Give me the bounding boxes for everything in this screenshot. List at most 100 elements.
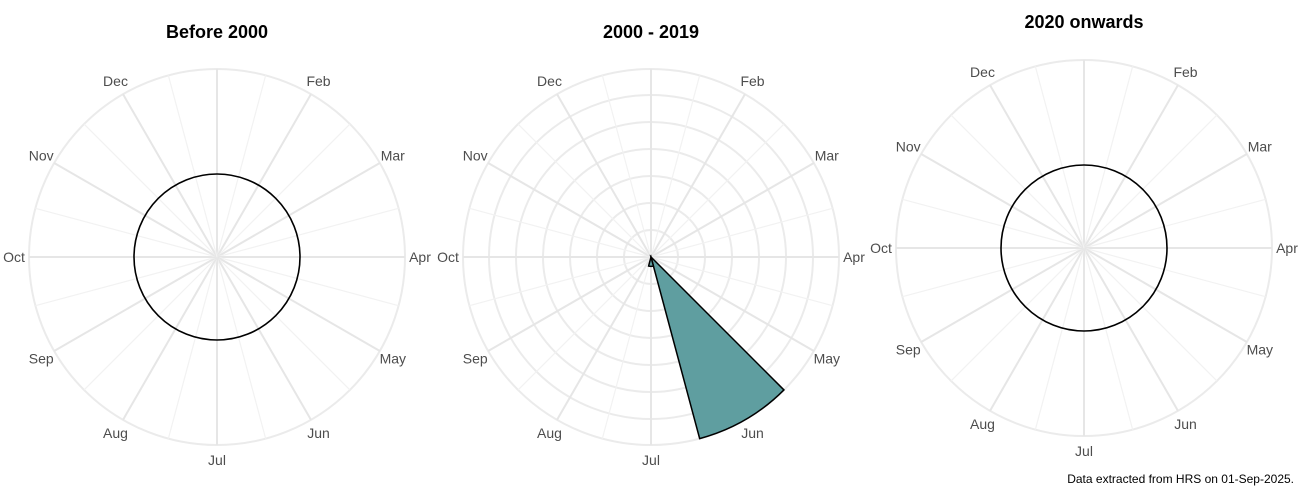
major-spoke (53, 162, 218, 258)
minor-spoke (167, 256, 218, 439)
major-spoke (53, 256, 218, 352)
minor-spoke (469, 207, 652, 258)
minor-spoke (1083, 114, 1218, 249)
month-label-jun: Jun (741, 425, 764, 441)
minor-spoke (216, 256, 351, 391)
major-spoke (920, 247, 1085, 343)
minor-spoke (1083, 66, 1134, 249)
month-label-dec: Dec (970, 64, 995, 80)
major-spoke (216, 256, 381, 352)
major-spoke (650, 162, 815, 258)
minor-spoke (517, 256, 652, 391)
major-spoke (989, 84, 1085, 249)
bar-jun (649, 254, 785, 440)
minor-spoke (216, 256, 399, 307)
month-label-sep: Sep (29, 351, 54, 367)
month-label-mar: Mar (815, 148, 839, 164)
major-spoke (650, 93, 746, 258)
month-label-jul: Jul (208, 452, 226, 468)
month-label-aug: Aug (970, 416, 995, 432)
major-spoke (216, 162, 381, 258)
reference-circle (1000, 164, 1168, 332)
polar-chart-1: Feb Mar Apr May Jun Jul Aug Sep Oct Nov Dec Before … (3, 22, 431, 468)
month-label-may: May (1247, 342, 1273, 358)
month-label-feb: Feb (740, 73, 764, 89)
minor-spoke (1083, 198, 1266, 249)
month-label-dec: Dec (103, 73, 128, 89)
minor-spoke (517, 123, 652, 258)
reference-circle (133, 173, 301, 341)
minor-spoke (35, 256, 218, 307)
month-label-mar: Mar (381, 148, 405, 164)
major-spoke (556, 256, 652, 421)
polar-chart-2: Feb Mar Apr May Jun Jul Aug Sep Oct Nov Dec 2000 - … (437, 22, 865, 468)
minor-spoke (469, 256, 652, 307)
major-spoke (1083, 247, 1248, 343)
month-label-aug: Aug (537, 425, 562, 441)
minor-spoke (83, 123, 218, 258)
month-label-aug: Aug (103, 425, 128, 441)
minor-spoke (167, 75, 218, 258)
month-label-jun: Jun (1174, 416, 1197, 432)
minor-spoke (601, 75, 652, 258)
major-spoke (1083, 247, 1179, 412)
major-spoke (216, 256, 312, 421)
minor-spoke (1034, 66, 1085, 249)
major-spoke (920, 153, 1085, 249)
month-label-jul: Jul (642, 452, 660, 468)
major-spoke (1083, 84, 1179, 249)
minor-spoke (650, 256, 833, 307)
chart-title: Before 2000 (166, 22, 268, 42)
polar-chart-3: Feb Mar Apr May Jun Jul Aug Sep Oct Nov Dec 2020 on… (870, 12, 1298, 459)
major-spoke (122, 256, 218, 421)
major-spoke (1083, 153, 1248, 249)
minor-spoke (1083, 247, 1266, 298)
minor-spoke (216, 207, 399, 258)
major-spoke (122, 93, 218, 258)
month-label-apr: Apr (843, 249, 865, 265)
minor-spoke (650, 123, 785, 258)
month-label-may: May (380, 351, 406, 367)
minor-spoke (1034, 247, 1085, 430)
minor-spoke (902, 247, 1085, 298)
month-label-feb: Feb (306, 73, 330, 89)
bar-jul (647, 254, 655, 268)
major-spoke (487, 162, 652, 258)
minor-spoke (216, 256, 267, 439)
minor-spoke (216, 75, 267, 258)
minor-spoke (950, 114, 1085, 249)
minor-spoke (35, 207, 218, 258)
month-label-oct: Oct (437, 249, 459, 265)
major-spoke (487, 256, 652, 352)
minor-spoke (1083, 247, 1134, 430)
month-label-oct: Oct (870, 240, 892, 256)
month-label-jul: Jul (1075, 443, 1093, 459)
major-spoke (650, 256, 815, 352)
month-label-jun: Jun (307, 425, 330, 441)
minor-spoke (601, 256, 652, 439)
major-spoke (216, 93, 312, 258)
major-spoke (989, 247, 1085, 412)
minor-spoke (650, 207, 833, 258)
minor-spoke (950, 247, 1085, 382)
month-label-sep: Sep (463, 351, 488, 367)
data-source-caption: Data extracted from HRS on 01-Sep-2025. (1067, 472, 1294, 486)
month-label-nov: Nov (896, 139, 921, 155)
minor-spoke (902, 198, 1085, 249)
month-label-dec: Dec (537, 73, 562, 89)
chart-title: 2020 onwards (1024, 12, 1143, 32)
minor-spoke (83, 256, 218, 391)
month-label-nov: Nov (463, 148, 488, 164)
month-label-feb: Feb (1173, 64, 1197, 80)
chart-title: 2000 - 2019 (603, 22, 699, 42)
month-label-apr: Apr (1276, 240, 1298, 256)
month-label-sep: Sep (896, 342, 921, 358)
minor-spoke (1083, 247, 1218, 382)
major-spoke (556, 93, 652, 258)
month-label-mar: Mar (1248, 139, 1272, 155)
month-label-apr: Apr (409, 249, 431, 265)
month-label-oct: Oct (3, 249, 25, 265)
minor-spoke (650, 75, 701, 258)
month-label-nov: Nov (29, 148, 54, 164)
